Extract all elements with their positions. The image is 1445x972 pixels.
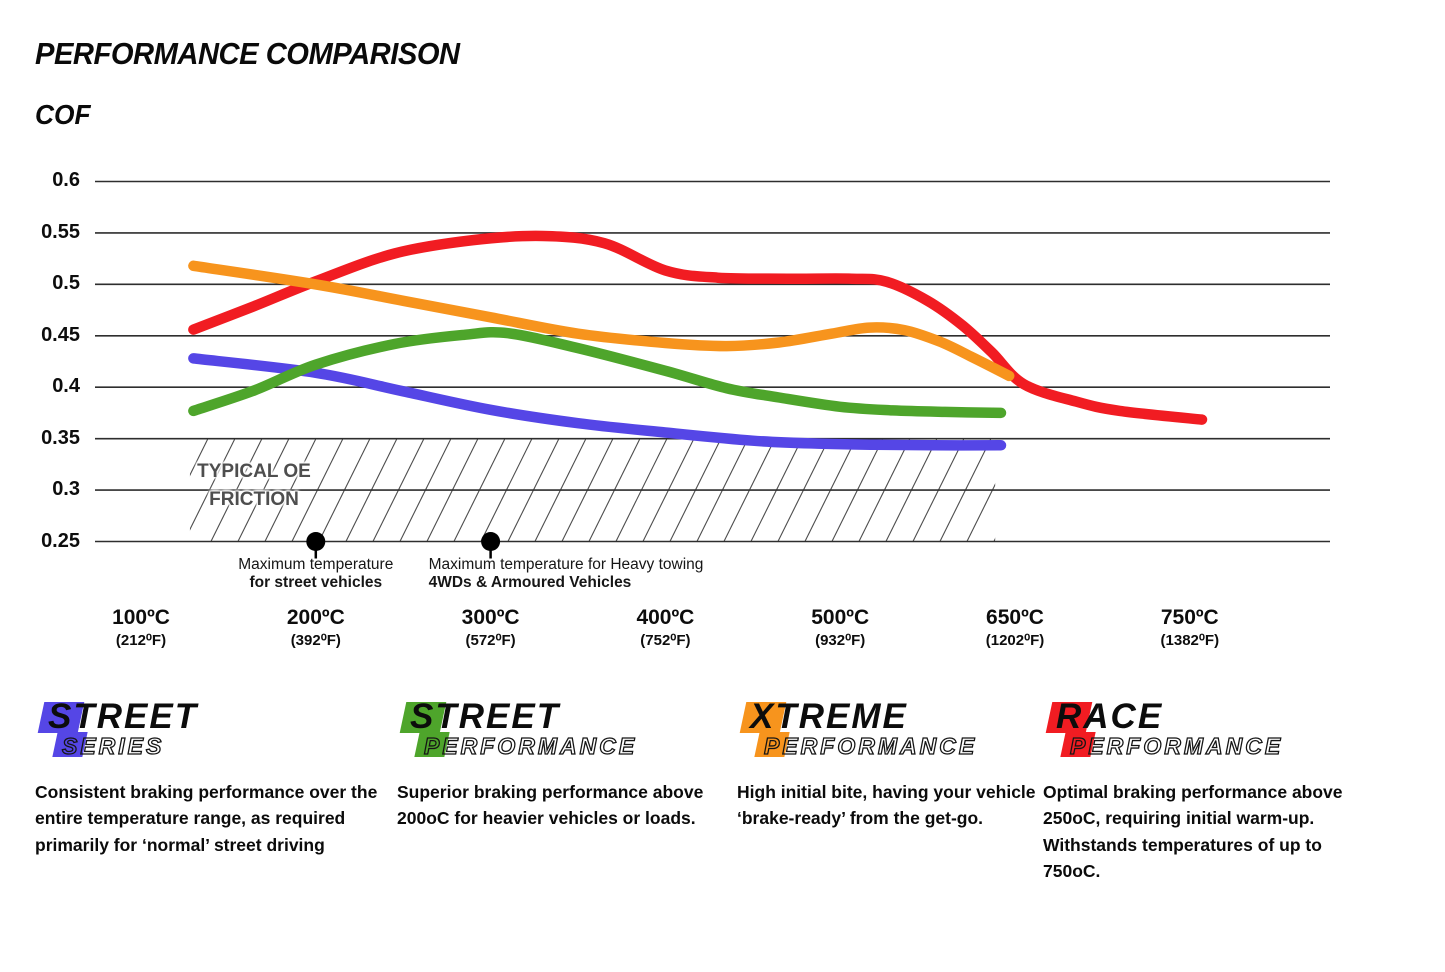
legend-description: Optimal braking performance above 250oC,…: [1043, 782, 1343, 881]
logo-word1: XTREME: [750, 697, 908, 736]
x-tick-label-500: 500ºC (932⁰F): [811, 606, 869, 649]
temp-celsius: 400ºC: [636, 606, 695, 629]
legend-description: High initial bite, having your vehicle ‘…: [737, 782, 1036, 829]
page-title: PERFORMANCE COMPARISON: [35, 36, 460, 71]
logo-word2: PERFORMANCE: [763, 732, 978, 759]
logo-word2: SERIES: [61, 732, 165, 759]
typical-oe-friction-label: TYPICAL OE FRICTION: [189, 458, 319, 514]
logo-word1: STREET: [410, 697, 561, 736]
series-line-street-series: [188, 353, 1007, 451]
temp-celsius: 500ºC: [811, 606, 870, 629]
logo-word1: STREET: [48, 697, 199, 736]
legend-item-xtreme-performance: XTREME PERFORMANCE High initial bite, ha…: [737, 697, 1037, 832]
temp-celsius: 750ºC: [1160, 606, 1219, 629]
legend-description: Superior braking performance above 200oC…: [397, 782, 704, 829]
oe-label-line2: FRICTION: [209, 489, 299, 510]
y-axis-title: COF: [35, 99, 91, 130]
legend-description: Consistent braking performance over the …: [35, 782, 378, 855]
y-tick-label: 0.45: [41, 323, 80, 346]
temp-fahrenheit: (932⁰F): [815, 632, 866, 649]
temp-fahrenheit: (212⁰F): [115, 632, 167, 649]
temp-celsius: 100ºC: [112, 606, 170, 629]
x-tick-label-400: 400ºC (752⁰F): [636, 606, 694, 649]
brand-logo: XTREME PERFORMANCE: [737, 697, 1037, 763]
logo-word2: PERFORMANCE: [423, 732, 638, 759]
annotation-line1: Maximum temperature: [238, 556, 394, 573]
temp-fahrenheit: (1202⁰F): [985, 632, 1045, 649]
brand-logo: RACE PERFORMANCE: [1043, 697, 1383, 763]
logo-word2: PERFORMANCE: [1069, 732, 1284, 759]
brand-logo: STREET SERIES: [35, 697, 380, 763]
y-tick-label: 0.35: [41, 426, 80, 449]
x-tick-label-100: 100ºC (212⁰F): [112, 606, 170, 649]
max-temp-marker-dot: [306, 532, 326, 551]
y-tick-label: 0.25: [41, 529, 80, 552]
logo-word1: RACE: [1056, 697, 1164, 736]
series-line-street-performance: [188, 327, 1007, 419]
y-tick-label: 0.6: [52, 169, 80, 192]
x-tick-label-200: 200ºC (392⁰F): [287, 606, 345, 649]
y-tick-label: 0.5: [52, 272, 80, 295]
brand-logo: STREET PERFORMANCE: [397, 697, 727, 763]
max-temp-marker-dot: [481, 532, 501, 551]
max-temp-annotation: Maximum temperature for street vehicles: [238, 556, 393, 592]
x-tick-label-750: 750ºC (1382⁰F): [1161, 606, 1220, 649]
oe-label-line1: TYPICAL OE: [197, 461, 311, 482]
y-tick-label: 0.55: [41, 220, 80, 243]
temp-celsius: 650ºC: [986, 606, 1044, 629]
temp-celsius: 300ºC: [461, 606, 520, 629]
x-axis-tick-labels: 100ºC (212⁰F) 200ºC (392⁰F) 300ºC (572⁰F) 400º…: [0, 606, 1445, 666]
temp-fahrenheit: (392⁰F): [290, 632, 341, 649]
max-temp-annotation: Maximum temperature for Heavy towing 4WDs…: [429, 556, 704, 592]
annotation-line2: for street vehicles: [249, 574, 383, 591]
x-tick-label-300: 300ºC (572⁰F): [462, 606, 520, 649]
temp-fahrenheit: (572⁰F): [465, 632, 516, 649]
temp-fahrenheit: (1382⁰F): [1160, 632, 1220, 649]
temp-celsius: 200ºC: [286, 606, 345, 629]
series-line-xtreme-performance: [188, 260, 1015, 382]
series-line-race-performance: [188, 230, 1208, 425]
x-tick-label-650: 650ºC (1202⁰F): [986, 606, 1045, 649]
annotation-line2: 4WDs & Armoured Vehicles: [428, 574, 632, 591]
annotation-line1: Maximum temperature for Heavy towing: [428, 556, 704, 573]
y-tick-label: 0.3: [52, 478, 80, 501]
y-tick-label: 0.4: [52, 375, 80, 398]
legend-item-street-series: STREET SERIES Consistent braking perform…: [35, 697, 380, 858]
temp-fahrenheit: (752⁰F): [640, 632, 691, 649]
legend-item-race-performance: RACE PERFORMANCE Optimal braking perform…: [1043, 697, 1383, 884]
legend-item-street-performance: STREET PERFORMANCE Superior braking perf…: [397, 697, 727, 832]
